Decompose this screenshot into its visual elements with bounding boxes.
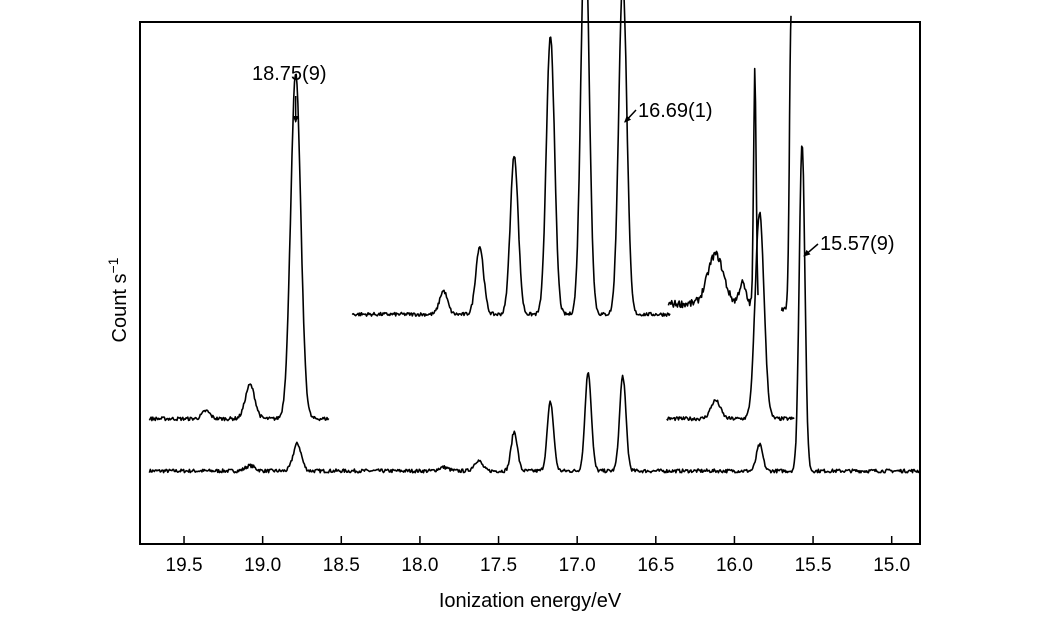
x-tick-label: 19.5 — [166, 555, 203, 576]
annotation-arrow — [624, 109, 637, 123]
spectrum-trace-3 — [351, 0, 671, 317]
x-tick-label: 18.0 — [401, 555, 438, 576]
y-axis-title-superscript: −1 — [105, 257, 121, 273]
spectrum-trace-1 — [148, 145, 921, 474]
spectra-layer — [148, 0, 921, 474]
peak-annotation-label: 18.75(9) — [252, 63, 327, 85]
x-tick-label: 17.0 — [559, 555, 596, 576]
x-tick-label: 15.0 — [873, 555, 910, 576]
x-tick-label: 18.5 — [323, 555, 360, 576]
spectrum-trace-6 — [780, 15, 792, 312]
x-tick-label: 15.5 — [795, 555, 832, 576]
x-axis-title: Ionization energy/eV — [439, 590, 622, 612]
x-tick-label: 17.5 — [480, 555, 517, 576]
x-tick-label: 19.0 — [244, 555, 281, 576]
spectrum-trace-4 — [666, 211, 795, 422]
peak-annotation-label: 15.57(9) — [820, 233, 895, 255]
annotations-layer: 18.75(9) 16.69(1) 15.57(9) — [252, 63, 895, 257]
spectrum-trace-5 — [667, 67, 759, 309]
x-axis-ticks: 19.5 19.0 18.5 18.0 17.5 17.0 16.5 16.0 15.5 15.0 — [166, 536, 910, 576]
peak-annotation-label: 16.69(1) — [638, 100, 713, 122]
x-tick-label: 16.0 — [716, 555, 753, 576]
x-tick-label: 16.5 — [637, 555, 674, 576]
y-axis-title-main: Count s — [109, 274, 131, 343]
y-axis-title: Count s−1 — [105, 257, 131, 342]
spectrum-trace-2 — [148, 73, 330, 422]
plot-frame — [139, 21, 921, 545]
annotation-arrow — [803, 243, 819, 257]
